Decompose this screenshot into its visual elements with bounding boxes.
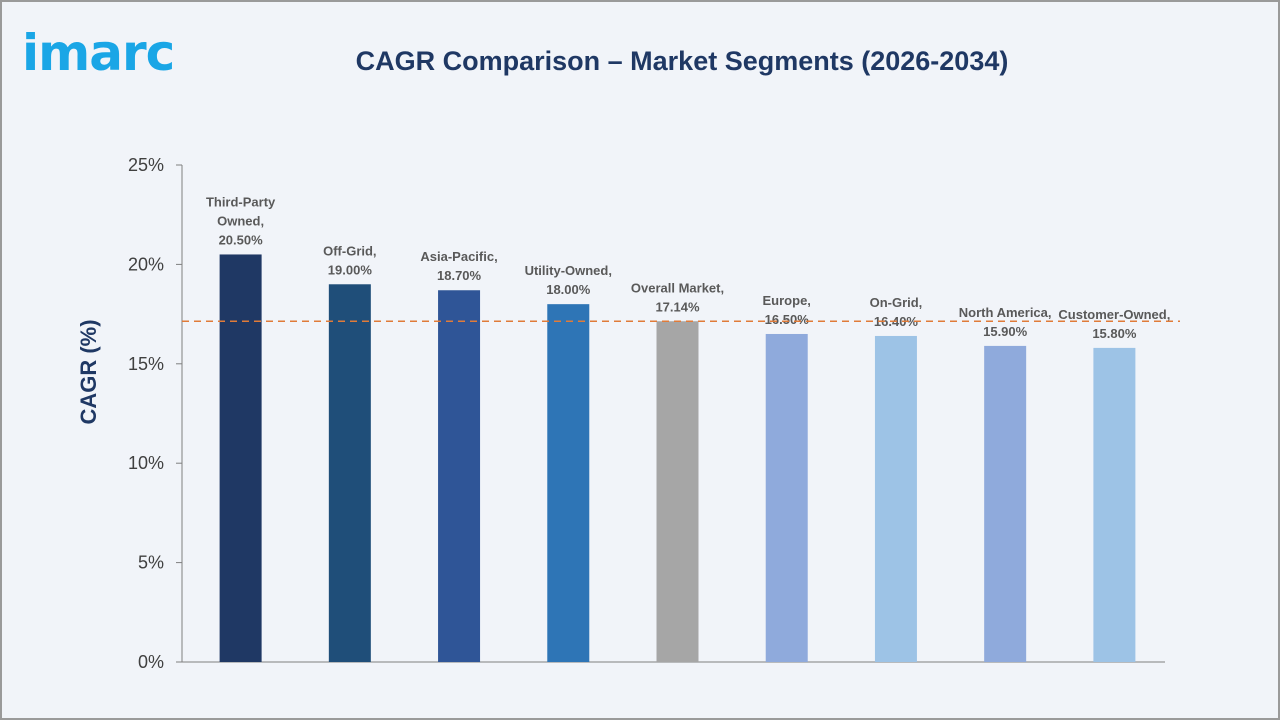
- data-label: Third-Party Owned, 20.50%: [206, 194, 276, 247]
- bar-utility-owned: [547, 304, 590, 662]
- chart-title: CAGR Comparison – Market Segments (2026-…: [355, 46, 1009, 76]
- y-tick-label: 0%: [138, 652, 164, 672]
- bar-europe: [765, 333, 808, 662]
- data-label: Utility-Owned, 18.00%: [525, 263, 612, 297]
- y-tick-label: 5%: [138, 553, 164, 573]
- y-axis-title: CAGR (%): [76, 319, 101, 424]
- y-tick-label: 15%: [128, 354, 164, 374]
- y-axis-label: CAGR (%): [76, 319, 101, 424]
- data-label: Overall Market, 17.14%: [631, 280, 724, 314]
- axes: 0% 5% 10% 15% 20% 25%: [128, 155, 1165, 672]
- data-label: Off-Grid, 19.00%: [323, 243, 376, 277]
- y-tick-label: 10%: [128, 453, 164, 473]
- data-label: North America, 15.90%: [959, 305, 1052, 339]
- y-tick-label: 25%: [128, 155, 164, 175]
- bar-off-grid: [328, 284, 371, 662]
- bar-overall-market: [656, 321, 699, 662]
- bar-north-america: [984, 345, 1027, 662]
- bars: [219, 254, 1136, 662]
- bar-third-party-owned: [219, 254, 262, 662]
- data-labels: Third-Party Owned, 20.50% Off-Grid, 19.00% As…: [206, 194, 1170, 340]
- bar-asia-pacific: [438, 290, 481, 662]
- bar-on-grid: [874, 335, 917, 662]
- bar-customer-owned: [1093, 347, 1136, 662]
- y-tick-label: 20%: [128, 254, 164, 274]
- imarc-logo: imarc: [22, 24, 175, 82]
- data-label: Europe, 16.50%: [763, 293, 811, 327]
- data-label: On-Grid, 16.40%: [870, 295, 923, 329]
- data-label: Customer-Owned, 15.80%: [1058, 307, 1170, 341]
- data-label: Asia-Pacific, 18.70%: [420, 249, 497, 283]
